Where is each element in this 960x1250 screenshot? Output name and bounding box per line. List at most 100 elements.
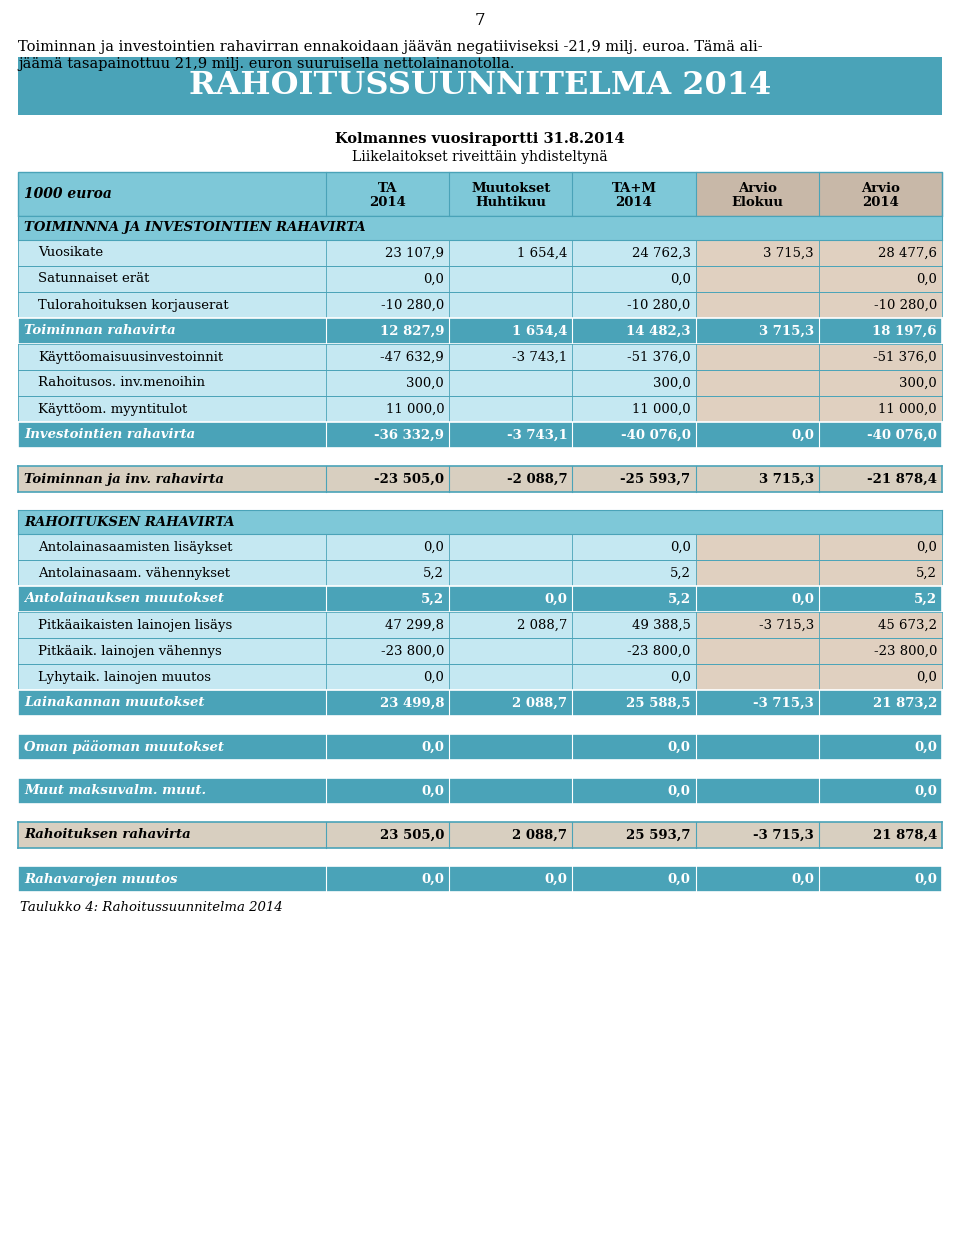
- Bar: [18, 638, 326, 664]
- Bar: [572, 396, 696, 422]
- Text: 0,0: 0,0: [914, 740, 937, 754]
- Text: 5,2: 5,2: [916, 566, 937, 580]
- Text: 0,0: 0,0: [916, 670, 937, 684]
- Text: Lainakannan muutokset: Lainakannan muutokset: [24, 696, 204, 710]
- Bar: [572, 240, 696, 266]
- Text: 1 654,4: 1 654,4: [517, 246, 567, 260]
- Text: -10 280,0: -10 280,0: [874, 299, 937, 311]
- Text: 5,2: 5,2: [914, 592, 937, 605]
- Text: 0,0: 0,0: [423, 272, 444, 285]
- Text: Toiminnan ja investointien rahavirran ennakoidaan jäävän negatiiviseksi -21,9 mi: Toiminnan ja investointien rahavirran en…: [18, 40, 762, 54]
- Bar: [449, 638, 572, 664]
- Bar: [572, 534, 696, 560]
- Text: 2014: 2014: [370, 195, 406, 209]
- Bar: [572, 266, 696, 292]
- Bar: [18, 173, 326, 216]
- Bar: [696, 370, 819, 396]
- Text: 23 505,0: 23 505,0: [380, 829, 444, 841]
- Text: 2014: 2014: [862, 195, 899, 209]
- Text: 0,0: 0,0: [791, 872, 814, 885]
- Text: RAHOITUSSUUNNITELMA 2014: RAHOITUSSUUNNITELMA 2014: [189, 70, 771, 101]
- Bar: [819, 664, 942, 690]
- Bar: [572, 173, 696, 216]
- Bar: [449, 292, 572, 318]
- Text: Kolmannes vuosiraportti 31.8.2014: Kolmannes vuosiraportti 31.8.2014: [335, 132, 625, 146]
- Text: -51 376,0: -51 376,0: [627, 350, 690, 364]
- Text: 0,0: 0,0: [544, 592, 567, 605]
- Text: -10 280,0: -10 280,0: [381, 299, 444, 311]
- Bar: [572, 560, 696, 586]
- Text: 5,2: 5,2: [667, 592, 690, 605]
- Text: -36 332,9: -36 332,9: [374, 429, 444, 441]
- Text: 0,0: 0,0: [668, 785, 690, 798]
- Bar: [18, 690, 942, 716]
- Text: 0,0: 0,0: [791, 592, 814, 605]
- Bar: [449, 396, 572, 422]
- Bar: [326, 534, 449, 560]
- Bar: [819, 240, 942, 266]
- Text: -21 878,4: -21 878,4: [867, 472, 937, 485]
- Text: -25 593,7: -25 593,7: [620, 472, 690, 485]
- Text: Oman pääoman muutokset: Oman pääoman muutokset: [24, 740, 224, 754]
- Text: 28 477,6: 28 477,6: [878, 246, 937, 260]
- Text: 1000 euroa: 1000 euroa: [24, 188, 112, 201]
- Bar: [326, 560, 449, 586]
- Text: 0,0: 0,0: [670, 670, 690, 684]
- Text: 3 715,3: 3 715,3: [763, 246, 814, 260]
- Bar: [819, 612, 942, 638]
- Text: -3 715,3: -3 715,3: [753, 696, 814, 710]
- Text: 2 088,7: 2 088,7: [513, 829, 567, 841]
- Text: 18 197,6: 18 197,6: [873, 325, 937, 338]
- Bar: [18, 586, 942, 612]
- Text: Toiminnan rahavirta: Toiminnan rahavirta: [24, 325, 176, 338]
- Bar: [696, 266, 819, 292]
- Bar: [326, 266, 449, 292]
- Text: Investointien rahavirta: Investointien rahavirta: [24, 429, 195, 441]
- Bar: [819, 266, 942, 292]
- Text: Arvio: Arvio: [861, 181, 900, 195]
- Bar: [18, 612, 326, 638]
- Text: TA+M: TA+M: [612, 181, 657, 195]
- Text: 0,0: 0,0: [544, 872, 567, 885]
- Bar: [696, 612, 819, 638]
- Bar: [819, 638, 942, 664]
- Text: 3 715,3: 3 715,3: [758, 472, 814, 485]
- Bar: [572, 344, 696, 370]
- Text: 5,2: 5,2: [423, 566, 444, 580]
- Text: -47 632,9: -47 632,9: [380, 350, 444, 364]
- Bar: [326, 370, 449, 396]
- Bar: [18, 396, 326, 422]
- Bar: [326, 240, 449, 266]
- Text: 0,0: 0,0: [421, 872, 444, 885]
- Text: TOIMINNNA JA INVESTOINTIEN RAHAVIRTA: TOIMINNNA JA INVESTOINTIEN RAHAVIRTA: [24, 221, 366, 235]
- Bar: [326, 664, 449, 690]
- Bar: [326, 344, 449, 370]
- Text: -3 715,3: -3 715,3: [753, 829, 814, 841]
- Text: Toiminnan ja inv. rahavirta: Toiminnan ja inv. rahavirta: [24, 472, 224, 485]
- Bar: [819, 370, 942, 396]
- Bar: [819, 344, 942, 370]
- Text: 0,0: 0,0: [668, 740, 690, 754]
- Bar: [18, 370, 326, 396]
- Text: Vuosikate: Vuosikate: [38, 246, 103, 260]
- Text: 12 827,9: 12 827,9: [380, 325, 444, 338]
- Text: Taulukko 4: Rahoitussuunnitelma 2014: Taulukko 4: Rahoitussuunnitelma 2014: [20, 901, 282, 914]
- Bar: [18, 266, 326, 292]
- Text: -3 743,1: -3 743,1: [512, 350, 567, 364]
- Bar: [18, 822, 942, 848]
- Text: 1 654,4: 1 654,4: [512, 325, 567, 338]
- Text: 0,0: 0,0: [421, 785, 444, 798]
- Text: 47 299,8: 47 299,8: [385, 619, 444, 631]
- Text: Arvio: Arvio: [738, 181, 777, 195]
- Text: 23 107,9: 23 107,9: [385, 246, 444, 260]
- Text: 11 000,0: 11 000,0: [632, 402, 690, 415]
- Text: 0,0: 0,0: [668, 872, 690, 885]
- Text: Lyhytaik. lainojen muutos: Lyhytaik. lainojen muutos: [38, 670, 211, 684]
- Bar: [18, 778, 942, 804]
- Text: 24 762,3: 24 762,3: [632, 246, 690, 260]
- Bar: [18, 664, 326, 690]
- Bar: [572, 370, 696, 396]
- Text: -23 800,0: -23 800,0: [874, 645, 937, 658]
- Text: -23 800,0: -23 800,0: [381, 645, 444, 658]
- Text: -10 280,0: -10 280,0: [627, 299, 690, 311]
